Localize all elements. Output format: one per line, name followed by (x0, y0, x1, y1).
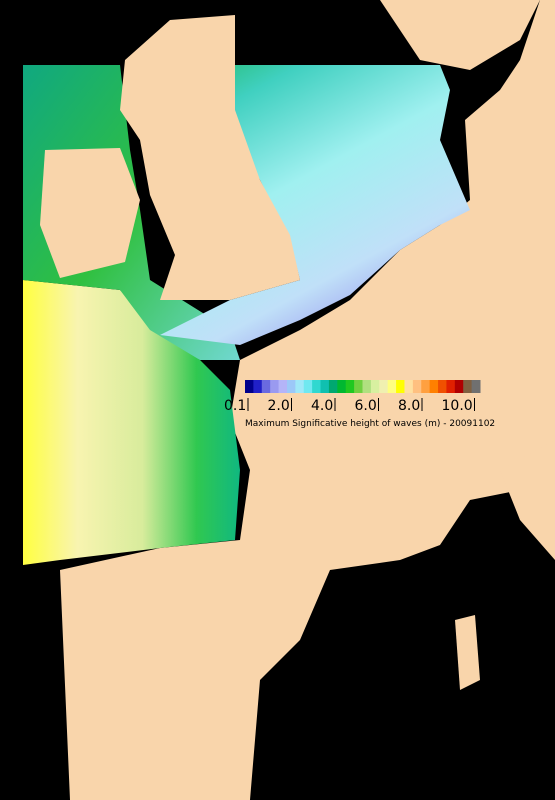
colorbar-swatch (421, 380, 431, 393)
colorbar-swatch (270, 380, 280, 393)
colorbar: 0.1 2.0 4.0 6.0 8.0 10.0 (224, 378, 482, 414)
colorbar-swatch (261, 380, 271, 393)
colorbar-swatch (387, 380, 397, 393)
colorbar-label: 6.0 (355, 398, 377, 414)
colorbar-label: 8.0 (398, 398, 420, 414)
colorbar-label: 10.0 (442, 398, 473, 414)
colorbar-swatch (446, 380, 456, 393)
colorbar-label: 2.0 (268, 398, 290, 414)
colorbar-swatch (370, 380, 380, 393)
colorbar-label: 0.1 (224, 398, 246, 414)
colorbar-swatch (362, 380, 372, 393)
colorbar-swatch (345, 380, 355, 393)
colorbar-swatch (379, 380, 389, 393)
colorbar-swatch (295, 380, 305, 393)
island (455, 615, 480, 690)
colorbar-swatch (286, 380, 296, 393)
land (120, 15, 300, 300)
colorbar-swatch (328, 380, 338, 393)
colorbar-swatch (404, 380, 414, 393)
colorbar-swatch (463, 380, 473, 393)
land (40, 148, 140, 278)
colorbar-swatch (253, 380, 263, 393)
colorbar-swatch (278, 380, 288, 393)
colorbar-label: 4.0 (311, 398, 333, 414)
legend-caption: Maximum Significative height of waves (m… (245, 419, 495, 429)
colorbar-swatch (438, 380, 447, 393)
colorbar-swatch (312, 380, 322, 393)
land (500, 440, 555, 560)
colorbar-swatch (320, 380, 330, 393)
colorbar-swatch (454, 380, 464, 393)
colorbar-swatch (337, 380, 347, 393)
sea-unmodeled (250, 470, 555, 800)
colorbar-swatch (396, 380, 405, 393)
colorbar-swatch (429, 380, 439, 393)
colorbar-swatch (303, 380, 313, 393)
land (380, 0, 540, 70)
colorbar-swatch (412, 380, 422, 393)
colorbar-swatch (471, 380, 481, 393)
colorbar-swatch (245, 380, 254, 393)
colorbar-swatch (354, 380, 363, 393)
